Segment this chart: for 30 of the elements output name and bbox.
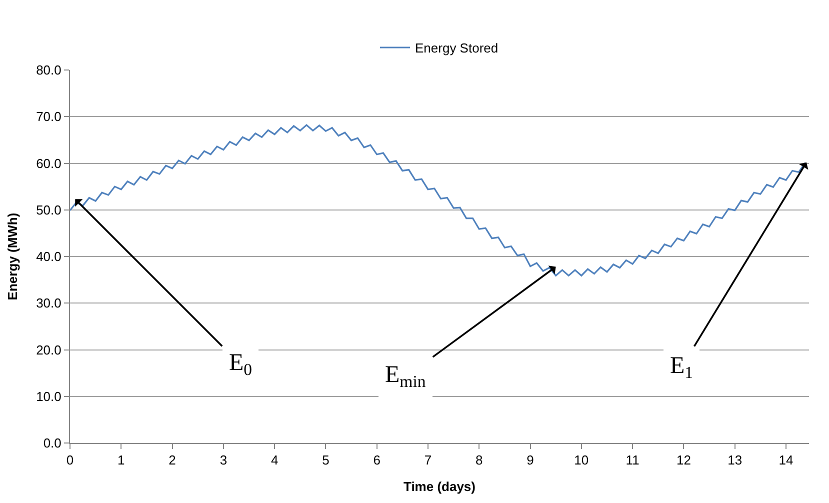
annotation: E$_{0}$ [229,350,252,380]
x-tick-label: 0 [66,452,74,468]
x-tick-label: 5 [322,452,330,468]
x-tick-label: 7 [424,452,432,468]
y-tick-label: 20.0 [36,342,62,358]
x-tick-label: 10 [574,452,589,468]
x-tick-label: 3 [220,452,228,468]
annotation: E$_{min}$ [385,362,426,392]
x-tick-label: 11 [626,452,640,468]
y-tick-label: 30.0 [36,296,62,311]
y-tick-label: 60.0 [36,156,62,171]
x-tick-label: 9 [526,452,534,468]
annotation: E$_{1}$ [670,353,694,382]
x-tick-label: 4 [270,452,278,468]
y-tick-label: 70.0 [36,109,62,124]
x-axis-title: Time (days) [403,479,476,494]
y-axis-title: Energy (MWh) [5,212,20,300]
x-tick-label: 12 [676,452,691,468]
y-tick-label: 10.0 [36,388,62,404]
y-tick-label: 80.0 [36,62,62,78]
x-tick-label: 2 [168,452,176,468]
x-tick-label: 1 [118,452,125,468]
y-tick-label: 40.0 [36,249,62,264]
y-tick-label: 0.0 [43,436,62,451]
x-tick-label: 14 [778,452,794,468]
y-tick-label: 50.0 [36,202,62,218]
x-tick-label: 6 [373,452,380,468]
x-tick-label: 8 [476,452,483,468]
x-tick-label: 13 [728,452,742,468]
legend-label: Energy Stored [415,40,498,56]
